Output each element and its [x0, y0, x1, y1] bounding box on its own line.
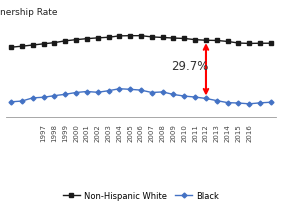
Black	[31, 97, 34, 100]
Black	[269, 102, 273, 104]
Non-Hispanic White	[31, 45, 34, 47]
Non-Hispanic White	[85, 38, 89, 41]
Black	[258, 102, 262, 104]
Non-Hispanic White	[258, 43, 262, 45]
Non-Hispanic White	[204, 40, 208, 42]
Non-Hispanic White	[74, 39, 78, 42]
Non-Hispanic White	[20, 46, 24, 48]
Black	[150, 92, 153, 94]
Non-Hispanic White	[42, 43, 45, 46]
Non-Hispanic White	[248, 43, 251, 45]
Non-Hispanic White	[237, 43, 240, 45]
Black	[237, 102, 240, 105]
Non-Hispanic White	[96, 37, 99, 40]
Black	[215, 100, 219, 102]
Black	[107, 90, 110, 93]
Black	[85, 91, 89, 93]
Text: nership Rate: nership Rate	[0, 8, 58, 17]
Non-Hispanic White	[107, 37, 110, 39]
Black	[63, 94, 67, 96]
Non-Hispanic White	[150, 37, 153, 39]
Black	[96, 92, 99, 94]
Non-Hispanic White	[139, 35, 143, 38]
Black	[226, 102, 229, 104]
Black	[42, 97, 45, 99]
Black	[74, 92, 78, 94]
Non-Hispanic White	[226, 41, 229, 43]
Black	[53, 95, 56, 97]
Black	[248, 103, 251, 105]
Non-Hispanic White	[118, 36, 121, 38]
Black	[204, 98, 208, 100]
Black	[9, 101, 13, 104]
Black	[139, 89, 143, 92]
Non-Hispanic White	[183, 38, 186, 40]
Line: Black: Black	[9, 87, 273, 106]
Non-Hispanic White	[269, 43, 273, 45]
Non-Hispanic White	[193, 39, 197, 42]
Non-Hispanic White	[172, 38, 175, 40]
Non-Hispanic White	[215, 40, 219, 42]
Black	[172, 94, 175, 96]
Non-Hispanic White	[9, 47, 13, 49]
Line: Non-Hispanic White: Non-Hispanic White	[9, 35, 273, 50]
Non-Hispanic White	[129, 35, 132, 38]
Black	[118, 88, 121, 90]
Non-Hispanic White	[63, 40, 67, 43]
Black	[20, 100, 24, 103]
Legend: Non-Hispanic White, Black: Non-Hispanic White, Black	[60, 188, 222, 202]
Non-Hispanic White	[53, 42, 56, 45]
Black	[183, 95, 186, 98]
Black	[129, 89, 132, 91]
Black	[161, 91, 164, 94]
Black	[193, 96, 197, 99]
Non-Hispanic White	[161, 37, 164, 39]
Text: 29.7%: 29.7%	[171, 60, 208, 73]
